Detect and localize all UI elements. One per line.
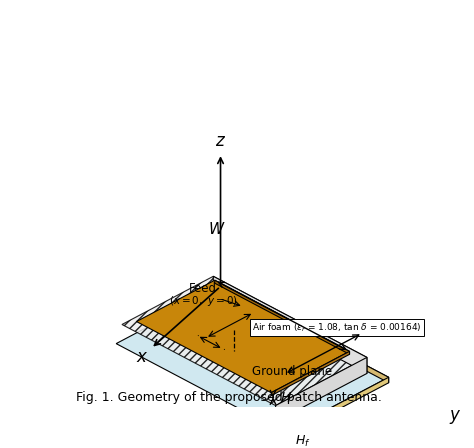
Polygon shape [199, 333, 231, 350]
Text: $y$: $y$ [449, 408, 462, 426]
Polygon shape [220, 289, 389, 383]
Text: $W_f$: $W_f$ [215, 332, 234, 346]
Polygon shape [213, 276, 367, 374]
Text: Feed: Feed [189, 282, 217, 295]
Text: $H_f$: $H_f$ [295, 434, 310, 448]
Polygon shape [122, 276, 367, 405]
Polygon shape [116, 289, 389, 432]
Polygon shape [137, 280, 349, 393]
Text: $W$: $W$ [208, 221, 226, 237]
Polygon shape [284, 377, 389, 438]
Text: Ground plane: Ground plane [252, 365, 332, 378]
Text: $H$: $H$ [280, 391, 292, 405]
Polygon shape [271, 351, 349, 396]
Text: Fig. 1. Geometry of the proposed patch antenna.: Fig. 1. Geometry of the proposed patch a… [76, 392, 382, 405]
Text: $L$: $L$ [319, 336, 328, 352]
Text: $x$: $x$ [136, 349, 148, 366]
Text: $L_f$: $L_f$ [223, 310, 236, 324]
Text: ($x = 0,\ y = 0$): ($x = 0,\ y = 0$) [169, 294, 237, 308]
Polygon shape [196, 310, 250, 338]
Polygon shape [275, 358, 367, 422]
Polygon shape [215, 280, 349, 354]
Text: $z$: $z$ [215, 132, 226, 150]
Text: Air foam ($\varepsilon_r$ = 1.08, tan $\delta$ = 0.00164): Air foam ($\varepsilon_r$ = 1.08, tan $\… [252, 322, 422, 334]
